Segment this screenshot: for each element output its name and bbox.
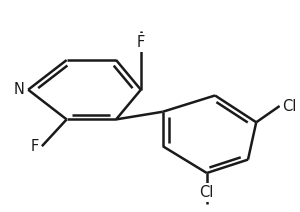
Text: F: F [31, 139, 39, 154]
Text: Cl: Cl [200, 185, 214, 200]
Text: N: N [13, 82, 24, 97]
Text: F: F [137, 35, 145, 50]
Text: Cl: Cl [282, 99, 297, 113]
